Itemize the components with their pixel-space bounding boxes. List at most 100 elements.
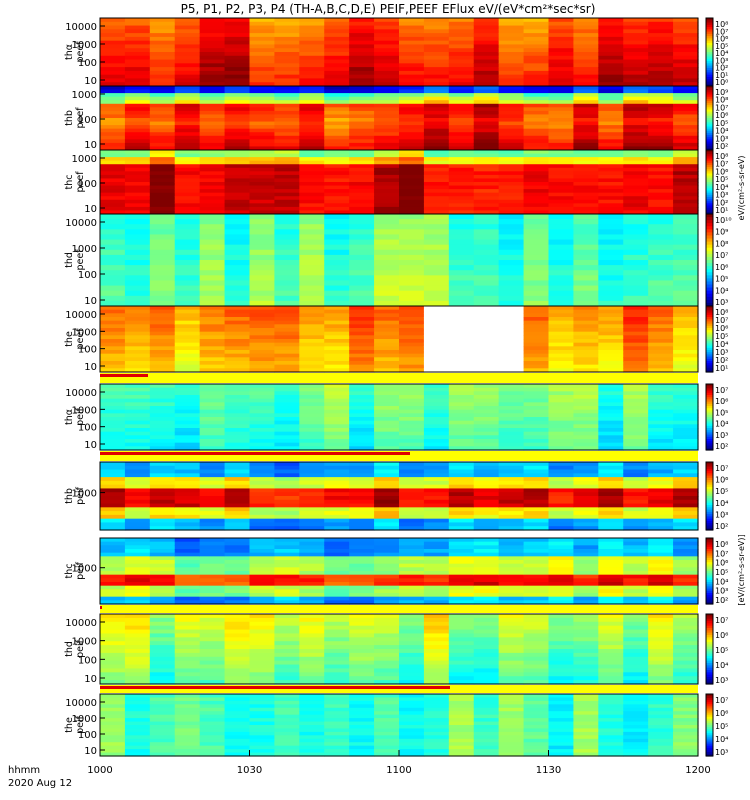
cell	[648, 625, 674, 631]
colorbar-cell	[706, 52, 713, 55]
cell	[548, 100, 575, 105]
cell	[100, 249, 126, 256]
cell	[523, 660, 550, 666]
cell	[598, 70, 624, 76]
cell	[473, 545, 500, 550]
cell	[349, 114, 375, 119]
cell	[274, 21, 300, 27]
cell	[224, 189, 251, 194]
colorbar-cell	[706, 562, 713, 565]
cell	[623, 680, 649, 685]
cell	[174, 442, 201, 447]
cell	[423, 93, 450, 98]
colorbar-cell	[706, 126, 713, 130]
cell	[399, 174, 425, 180]
cell	[548, 711, 575, 716]
cell	[523, 552, 550, 557]
cell	[598, 353, 624, 358]
colorbar-cell	[706, 419, 713, 422]
cell	[598, 196, 624, 201]
colorbar-cell	[706, 403, 713, 407]
cell	[374, 633, 400, 638]
cell	[174, 357, 201, 362]
cell	[423, 567, 450, 572]
colorbar-cell	[706, 115, 713, 119]
cell	[174, 585, 201, 590]
cell	[598, 210, 624, 215]
cell	[149, 96, 176, 101]
cell	[224, 206, 251, 212]
cell	[100, 545, 126, 550]
cell	[399, 711, 425, 716]
cell	[573, 484, 599, 490]
cell	[623, 67, 649, 72]
cell	[149, 139, 176, 144]
cell	[124, 128, 151, 133]
colorbar-tick-label: 10⁶	[715, 111, 728, 120]
cell	[573, 672, 599, 677]
cell	[324, 328, 350, 333]
cell	[274, 518, 300, 524]
cell	[249, 617, 276, 623]
cell	[423, 63, 450, 68]
cell	[174, 192, 201, 197]
cell	[498, 342, 525, 347]
cell	[573, 694, 599, 699]
cell	[423, 391, 450, 396]
cell	[648, 364, 674, 369]
cell	[249, 714, 276, 719]
cell	[598, 171, 624, 176]
cell	[623, 477, 649, 482]
cell	[448, 335, 475, 340]
cell	[299, 492, 325, 497]
cell	[374, 368, 400, 373]
cell	[299, 652, 325, 658]
cell	[648, 621, 674, 627]
colorbar-cell	[706, 42, 713, 46]
cell	[598, 417, 624, 422]
cell	[399, 249, 425, 256]
colorbar-cell	[706, 278, 713, 283]
cell	[349, 549, 375, 554]
cell	[399, 473, 425, 478]
cell	[498, 280, 525, 287]
cell	[399, 477, 425, 482]
cell	[598, 731, 624, 736]
cell	[149, 185, 176, 190]
cell	[324, 189, 350, 194]
cell	[673, 107, 699, 112]
cell	[124, 589, 151, 594]
cell	[623, 135, 649, 140]
cell	[623, 492, 649, 497]
cell	[100, 40, 126, 46]
cell	[498, 735, 525, 740]
cell	[149, 114, 176, 119]
colorbar-cell	[706, 588, 713, 592]
cell	[523, 265, 550, 271]
cell	[374, 585, 400, 590]
cell	[100, 735, 126, 740]
cell	[473, 146, 500, 151]
cell	[274, 100, 300, 105]
cell	[498, 552, 525, 557]
cell	[349, 725, 375, 730]
cell	[523, 89, 550, 94]
cell	[324, 571, 350, 576]
cell	[423, 398, 450, 403]
cell	[124, 135, 151, 140]
cell	[149, 507, 176, 512]
colorbar-cell	[706, 582, 713, 585]
cell	[423, 660, 450, 666]
cell	[324, 541, 350, 546]
cell	[324, 387, 350, 392]
cell	[673, 100, 699, 105]
cell	[548, 641, 575, 646]
cell	[224, 110, 251, 116]
cell	[523, 402, 550, 407]
cell	[100, 617, 126, 623]
cell	[274, 224, 300, 230]
cell	[274, 78, 300, 83]
cell	[149, 280, 176, 287]
cell	[399, 649, 425, 654]
cell	[274, 174, 300, 180]
